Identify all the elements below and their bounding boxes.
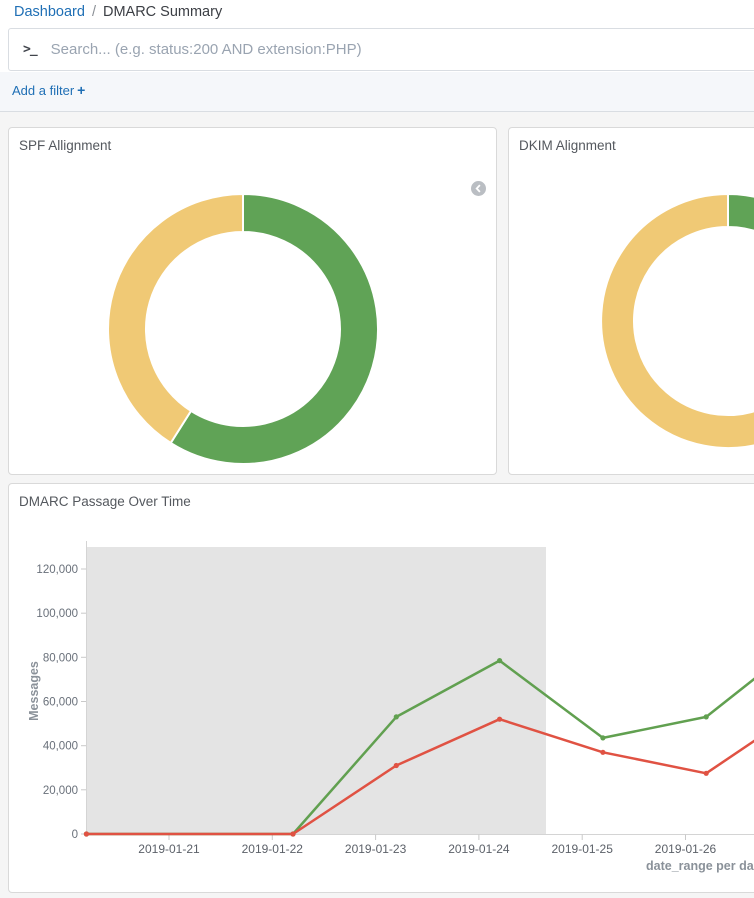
point-red-series[interactable]	[290, 831, 295, 836]
y-tick-label: 40,000	[43, 741, 78, 753]
point-red-series[interactable]	[84, 831, 89, 836]
pie-slice-yellow[interactable]	[601, 194, 754, 448]
panel-spf-alignment: SPF Allignment	[8, 127, 497, 475]
terminal-prompt-icon: >_	[23, 42, 37, 57]
panel-title-spf: SPF Allignment	[9, 128, 496, 153]
point-green-series[interactable]	[394, 714, 399, 719]
point-green-series[interactable]	[600, 735, 605, 740]
chevron-left-circle-icon[interactable]	[471, 181, 486, 196]
x-tick-label: 2019-01-22	[242, 842, 304, 856]
x-tick-label: 2019-01-25	[552, 842, 614, 856]
y-tick-label: 0	[72, 829, 78, 841]
y-tick-label: 20,000	[43, 785, 78, 797]
dkim-donut-chart[interactable]	[578, 171, 754, 471]
filter-bar: Add a filter+	[0, 72, 754, 112]
query-bar: >_	[0, 27, 754, 72]
point-red-series[interactable]	[394, 763, 399, 768]
point-red-series[interactable]	[704, 771, 709, 776]
panel-dmarc-passage: DMARC Passage Over Time 020,00040,00060,…	[8, 483, 754, 893]
y-tick-label: 60,000	[43, 697, 78, 709]
y-axis-title: Messages	[27, 661, 41, 721]
x-tick-label: 2019-01-21	[138, 842, 200, 856]
point-red-series[interactable]	[497, 717, 502, 722]
point-green-series[interactable]	[497, 658, 502, 663]
time-range-shaded-region	[86, 547, 546, 834]
top-bar: Dashboard / DMARC Summary	[0, 0, 754, 27]
point-red-series[interactable]	[600, 750, 605, 755]
breadcrumb: Dashboard / DMARC Summary	[14, 4, 222, 20]
panel-title-dkim: DKIM Alignment	[509, 128, 754, 153]
add-filter-label: Add a filter	[12, 83, 74, 98]
breadcrumb-separator: /	[92, 4, 96, 20]
page-title: DMARC Summary	[103, 4, 222, 20]
x-tick-label: 2019-01-24	[448, 842, 510, 856]
breadcrumb-link-dashboard[interactable]: Dashboard	[14, 4, 85, 20]
search-input[interactable]	[49, 40, 754, 59]
x-tick-label: 2019-01-26	[655, 842, 717, 856]
add-filter-button[interactable]: Add a filter+	[12, 82, 85, 98]
x-tick-label: 2019-01-23	[345, 842, 407, 856]
panel-dkim-alignment: DKIM Alignment	[508, 127, 754, 475]
dmarc-line-chart[interactable]: 0 20,000 40,000 60,000 80,000 100,000 120,000 2…	[9, 484, 754, 894]
y-tick-label: 100,000	[36, 608, 78, 620]
pie-slice-green[interactable]	[728, 194, 754, 234]
spf-donut-chart[interactable]	[93, 179, 393, 479]
plus-icon: +	[77, 82, 85, 98]
y-tick-label: 120,000	[36, 564, 78, 576]
y-tick-label: 80,000	[43, 652, 78, 664]
x-axis-title: date_range per da	[646, 859, 754, 873]
search-box[interactable]: >_	[8, 28, 754, 71]
pie-slice-yellow[interactable]	[108, 194, 243, 443]
point-green-series[interactable]	[704, 714, 709, 719]
